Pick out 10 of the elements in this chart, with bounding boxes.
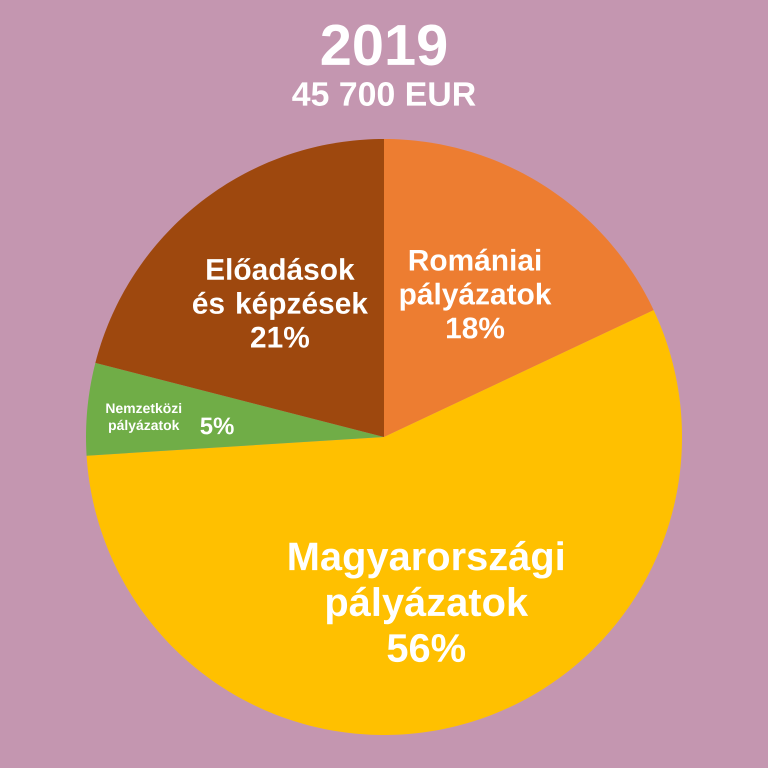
data-label: 21% [251,326,310,348]
slice-label: Romániai pályázatok [400,248,552,311]
chart-title: 2019 [322,24,446,66]
chart-subtitle: 45 700 EUR [292,82,476,106]
slice-label: Nemzetközi pályázatok [106,402,182,433]
slice-label: Előadások és képzések [192,258,368,320]
slice-label: Magyarországi pályázatok [289,540,563,624]
data-label: 5% [200,417,234,434]
data-label: 18% [446,317,504,339]
data-label: 56% [388,634,466,662]
